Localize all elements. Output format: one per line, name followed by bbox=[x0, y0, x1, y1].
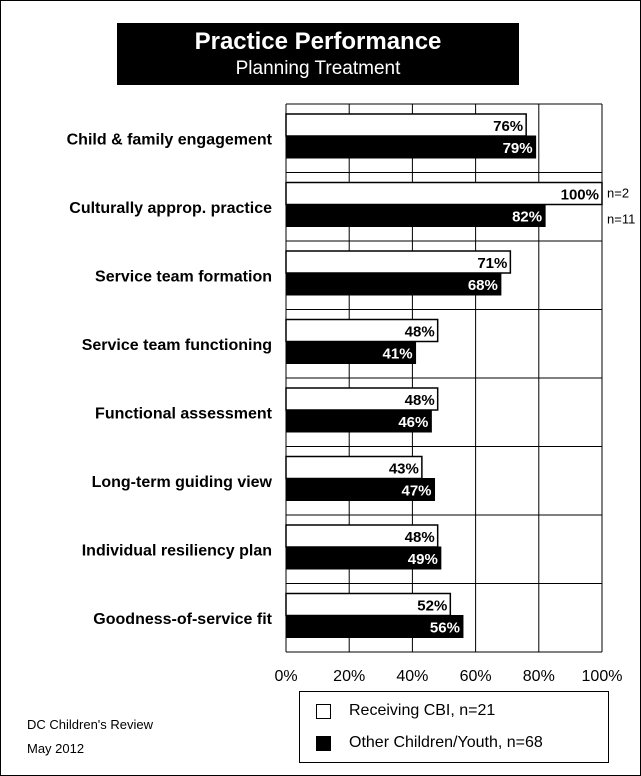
footer: DC Children's Review May 2012 bbox=[27, 713, 153, 761]
value-label-receiving-cbi: 48% bbox=[405, 529, 435, 546]
legend-swatch-white bbox=[316, 703, 331, 719]
value-label-receiving-cbi: 48% bbox=[405, 392, 435, 409]
chart-subtitle: Planning Treatment bbox=[235, 58, 401, 79]
value-label-other-children: 49% bbox=[408, 551, 438, 568]
value-label-receiving-cbi: 71% bbox=[477, 255, 507, 272]
bar-receiving-cbi bbox=[285, 181, 603, 206]
bar-receiving-cbi bbox=[285, 113, 527, 137]
bar-other-children bbox=[285, 341, 417, 364]
bar-other-children bbox=[285, 409, 432, 433]
legend-item-other-children: Other Children/Youth, n=68 bbox=[316, 732, 543, 754]
category-label: Functional assessment bbox=[95, 405, 273, 422]
value-label-receiving-cbi: 76% bbox=[493, 118, 523, 135]
value-label-receiving-cbi: 52% bbox=[417, 598, 447, 615]
n-annotation-other-children: n=11 bbox=[607, 212, 635, 227]
chart-title: Practice Performance bbox=[194, 28, 442, 55]
value-label-other-children: 47% bbox=[401, 483, 431, 500]
x-tick-label: 60% bbox=[460, 668, 492, 685]
title-box: Practice Performance Planning Treatment bbox=[117, 23, 519, 85]
value-label-other-children: 41% bbox=[383, 346, 413, 363]
category-label: Child & family engagement bbox=[67, 131, 273, 148]
bar-other-children bbox=[285, 204, 546, 227]
category-label: Goodness-of-service fit bbox=[93, 611, 272, 628]
legend-item-receiving-cbi: Receiving CBI, n=21 bbox=[316, 700, 495, 722]
value-label-other-children: 79% bbox=[503, 140, 533, 157]
value-label-other-children: 56% bbox=[430, 620, 460, 637]
value-label-receiving-cbi: 43% bbox=[389, 461, 419, 478]
bar-other-children bbox=[285, 615, 464, 638]
legend-label-other-children: Other Children/Youth, n=68 bbox=[349, 734, 543, 751]
value-label-other-children: 82% bbox=[512, 209, 542, 226]
x-tick-label: 100% bbox=[582, 668, 623, 685]
x-tick-label: 0% bbox=[274, 668, 297, 685]
value-label-receiving-cbi: 48% bbox=[405, 324, 435, 341]
value-label-other-children: 68% bbox=[468, 277, 498, 294]
bar-other-children bbox=[285, 478, 436, 501]
bar-other-children bbox=[285, 272, 502, 296]
bar-other-children bbox=[285, 135, 537, 159]
category-label: Service team functioning bbox=[82, 337, 272, 354]
bar-other-children bbox=[285, 546, 442, 570]
legend: Receiving CBI, n=21 Other Children/Youth… bbox=[299, 691, 609, 763]
n-annotation-receiving-cbi: n=2 bbox=[607, 186, 629, 201]
x-tick-label: 80% bbox=[523, 668, 555, 685]
x-tick-label: 40% bbox=[396, 668, 428, 685]
category-label: Service team formation bbox=[95, 268, 272, 285]
category-label: Culturally approp. practice bbox=[69, 200, 272, 217]
legend-label-receiving-cbi: Receiving CBI, n=21 bbox=[349, 702, 496, 719]
category-label: Individual resiliency plan bbox=[82, 542, 272, 559]
category-label: Long-term guiding view bbox=[92, 474, 273, 491]
footer-date: May 2012 bbox=[27, 741, 85, 756]
x-tick-label: 20% bbox=[333, 668, 365, 685]
value-label-other-children: 46% bbox=[398, 414, 428, 431]
bar-chart: Child & family engagement 76% 79% Culturall… bbox=[67, 103, 635, 685]
value-label-receiving-cbi: 100% bbox=[561, 187, 599, 204]
footer-org: DC Children's Review bbox=[27, 717, 154, 732]
legend-swatch-black bbox=[316, 735, 331, 751]
